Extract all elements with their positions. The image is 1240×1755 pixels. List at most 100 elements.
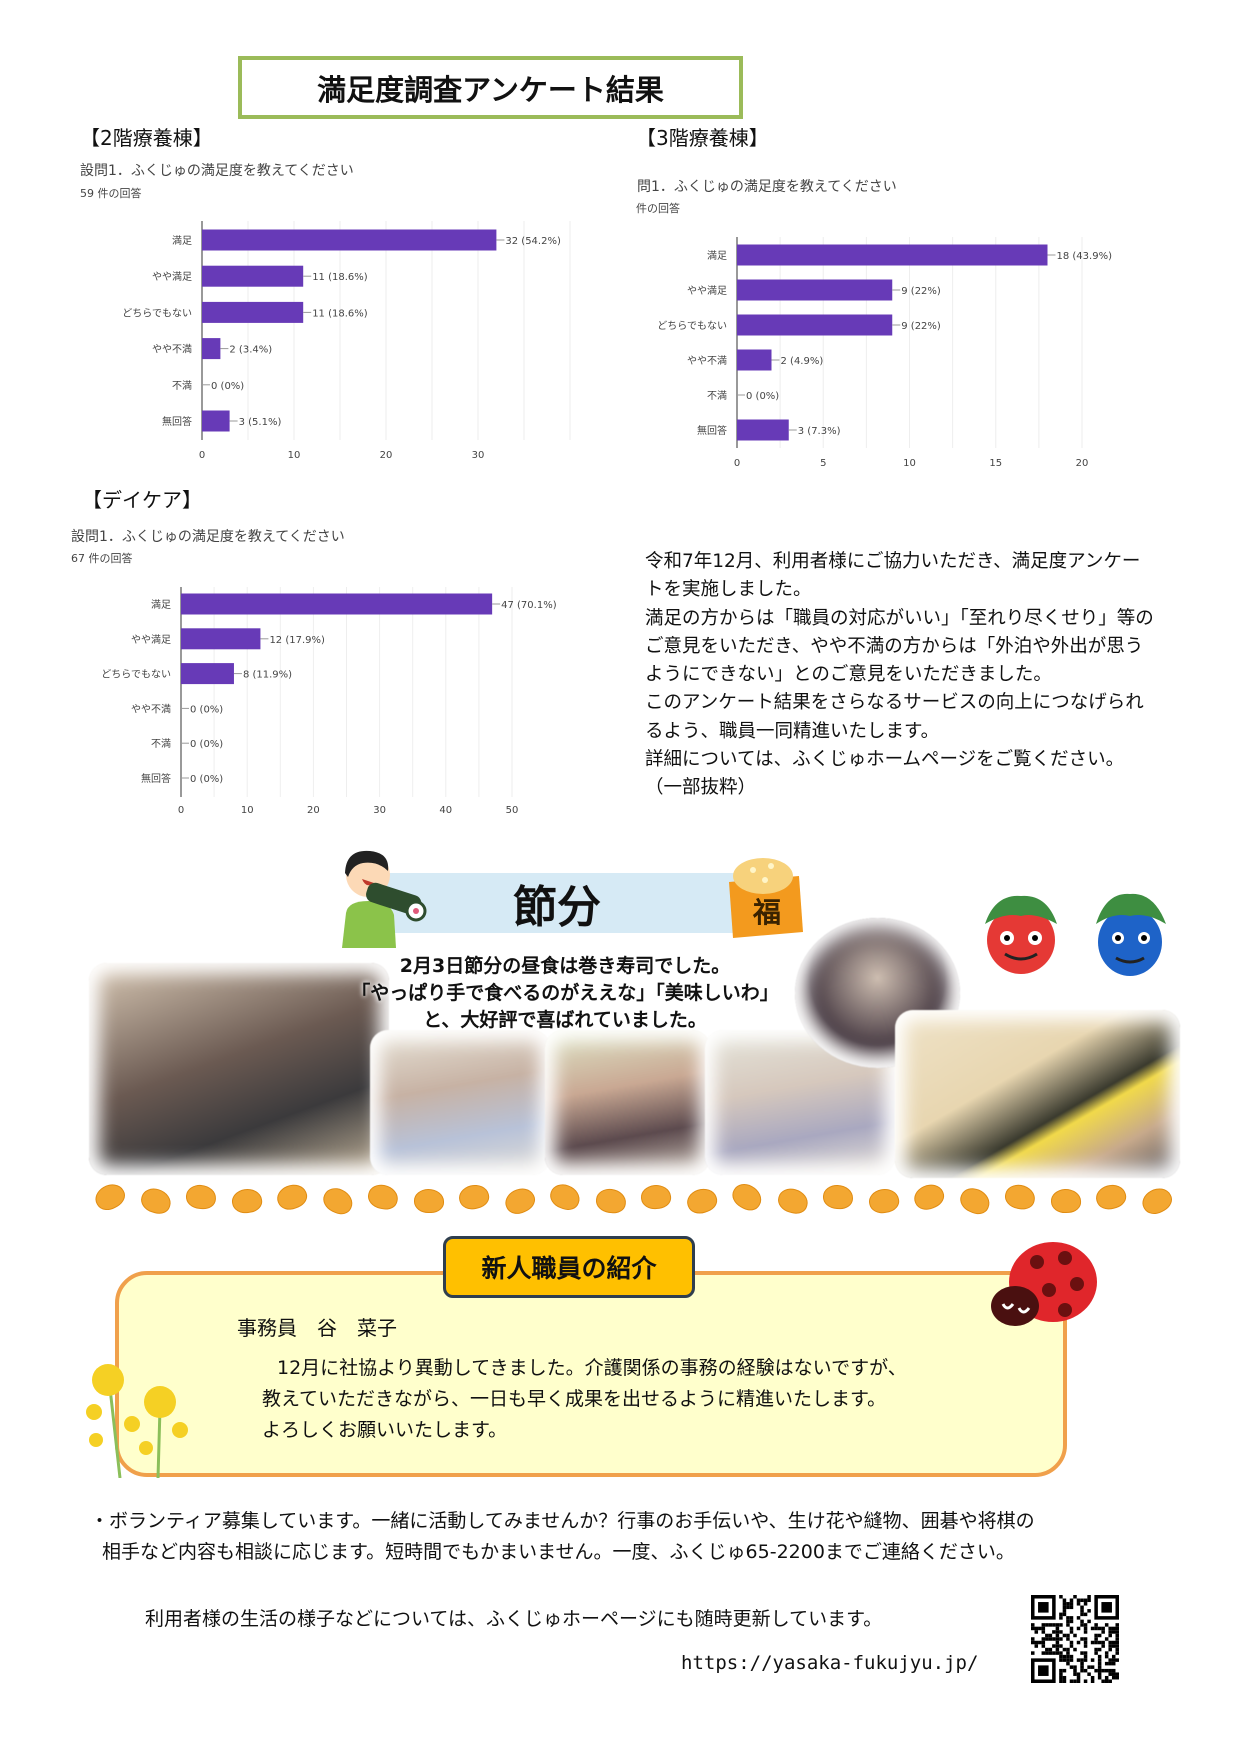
- data-label: 47 (70.1%): [501, 600, 557, 611]
- x-tick-label: 0: [199, 450, 205, 461]
- category-label: やや不満: [131, 703, 171, 715]
- survey-summary: 令和7年12月、利用者様にご協力いただき、満足度アンケー トを実施しました。満足の…: [645, 548, 1205, 803]
- category-label: どちらでもない: [657, 320, 727, 332]
- x-tick-label: 20: [1076, 458, 1089, 469]
- photo-resident-eating-1: [89, 963, 389, 1175]
- x-tick-label: 50: [506, 805, 519, 816]
- summary-line: 詳細については、ふくじゅホームページをご覧ください。: [645, 749, 1125, 771]
- x-tick-label: 15: [989, 458, 1002, 469]
- bean-border: [0, 1179, 1240, 1219]
- rapeseed-flower-icon: [86, 1364, 188, 1478]
- x-tick-label: 5: [820, 458, 826, 469]
- bean-icon: [500, 1183, 539, 1219]
- setsubun-title: 節分: [513, 882, 601, 933]
- chart2-response-count: 件の回答: [636, 202, 680, 215]
- setsubun-banner: [372, 873, 742, 933]
- caption-line: 2月3日節分の昼食は巻き寿司でした。: [399, 955, 731, 977]
- bean-icon: [413, 1188, 444, 1214]
- bean-icon: [1049, 1188, 1082, 1214]
- category-label: 満足: [151, 599, 171, 611]
- bar: [737, 244, 1048, 266]
- category-label: 不満: [707, 390, 727, 402]
- x-tick-label: 10: [241, 805, 254, 816]
- staff-message-line: 12月に社協より異動してきました。介護関係の事務の経験はないですが、: [277, 1357, 907, 1379]
- caption-line: と、大好評で喜ばれていました。: [423, 1009, 707, 1031]
- category-label: 不満: [151, 738, 171, 750]
- x-tick-label: 20: [380, 450, 393, 461]
- bar: [737, 314, 893, 336]
- data-label: 3 (7.3%): [798, 426, 841, 437]
- bean-icon: [91, 1179, 129, 1215]
- summary-line: トを実施しました。: [645, 579, 812, 601]
- summary-line: ようにできない」とのご意見をいただきました。: [645, 664, 1052, 686]
- volunteer-notice-line: ・ボランティア募集しています。一緒に活動してみませんか？行事のお手伝いや、生け花…: [90, 1510, 1035, 1532]
- x-tick-label: 0: [734, 458, 740, 469]
- category-label: やや不満: [687, 355, 727, 367]
- survey-charts: 0 10 20 30 満足 32 (54.2%) やや満足 11 (18.6%) どちらでもない…: [101, 221, 1112, 816]
- bean-icon: [639, 1183, 673, 1211]
- data-label: 0 (0%): [190, 739, 223, 750]
- data-label: 0 (0%): [746, 391, 779, 402]
- data-label: 0 (0%): [190, 774, 223, 785]
- bean-icon: [1003, 1182, 1037, 1212]
- bean-icon: [456, 1181, 492, 1213]
- data-label: 3 (5.1%): [239, 417, 282, 428]
- data-label: 0 (0%): [211, 381, 244, 392]
- bean-icon: [728, 1179, 766, 1215]
- staff-intro-badge: 新人職員の紹介: [443, 1236, 695, 1298]
- chart3-question: 設問1．ふくじゅの満足度を教えてください: [71, 529, 345, 545]
- bar: [202, 338, 221, 360]
- bean-icon: [866, 1186, 901, 1216]
- bean-icon: [1093, 1181, 1129, 1213]
- bean-icon: [229, 1186, 264, 1216]
- staff-message-line: よろしくお願いいたします。: [262, 1419, 508, 1441]
- fuku-character: 福: [752, 896, 781, 929]
- bean-icon: [594, 1187, 627, 1215]
- qr-code-icon[interactable]: [1030, 1595, 1120, 1683]
- photo-ehomaki-tray: [895, 1010, 1180, 1178]
- section-daycare-heading: 【デイケア】: [82, 488, 202, 512]
- chart-1: 0 10 20 30 満足 32 (54.2%) やや満足 11 (18.6%) どちらでもない…: [122, 221, 571, 461]
- category-label: 満足: [172, 235, 192, 247]
- section-floor3-heading: 【3階療養棟】: [636, 126, 769, 150]
- setsubun-caption: 2月3日節分の昼食は巻き寿司でした。 「やっぱり手で食べるのがええな」「美味しい…: [300, 953, 830, 1034]
- category-label: やや満足: [152, 271, 192, 283]
- category-label: 満足: [707, 250, 727, 262]
- chart2-question: 問1．ふくじゅの満足度を教えてください: [637, 179, 897, 195]
- summary-line: このアンケート結果をさらなるサービスの向上につなげられ: [645, 692, 1144, 714]
- homepage-url-link[interactable]: https://yasaka-fukujyu.jp/: [681, 1652, 979, 1674]
- bean-icon: [365, 1182, 401, 1212]
- bar: [202, 410, 230, 432]
- data-label: 0 (0%): [190, 704, 223, 715]
- x-tick-label: 20: [307, 805, 320, 816]
- data-label: 11 (18.6%): [312, 308, 368, 319]
- bar: [737, 419, 789, 441]
- photo-resident-eating-3: [545, 1030, 710, 1175]
- bar: [737, 279, 893, 301]
- bar: [181, 628, 261, 650]
- staff-message-line: 教えていただきながら、一日も早く成果を出せるように精進いたします。: [262, 1388, 887, 1410]
- data-label: 12 (17.9%): [269, 635, 325, 646]
- summary-line: 令和7年12月、利用者様にご協力いただき、満足度アンケー: [645, 551, 1141, 572]
- bean-icon: [822, 1184, 854, 1210]
- blue-oni-icon: [1096, 893, 1166, 976]
- summary-line: 満足の方からは「職員の対応がいい」「至れり尽くせり」等の: [645, 607, 1154, 629]
- data-label: 9 (22%): [901, 286, 941, 297]
- bar: [737, 349, 772, 371]
- x-tick-label: 30: [472, 450, 485, 461]
- bar: [202, 229, 497, 251]
- bean-icon: [137, 1185, 174, 1217]
- data-label: 8 (11.9%): [243, 670, 292, 681]
- bar: [202, 265, 304, 287]
- summary-line: （一部抜粋）: [645, 777, 757, 799]
- category-label: やや満足: [131, 634, 171, 646]
- data-label: 32 (54.2%): [505, 236, 561, 247]
- homepage-note: 利用者様の生活の様子などについては、ふくじゅホーページにも随時更新しています。: [145, 1608, 883, 1630]
- data-label: 11 (18.6%): [312, 272, 368, 283]
- summary-line: ご意見をいただき、やや不満の方からは「外泊や外出が思う: [645, 635, 1144, 657]
- bean-icon: [318, 1183, 357, 1219]
- page-title: 満足度調査アンケート結果: [238, 56, 743, 119]
- red-oni-icon: [985, 895, 1057, 974]
- data-label: 2 (3.4%): [229, 345, 272, 356]
- data-label: 2 (4.9%): [781, 356, 824, 367]
